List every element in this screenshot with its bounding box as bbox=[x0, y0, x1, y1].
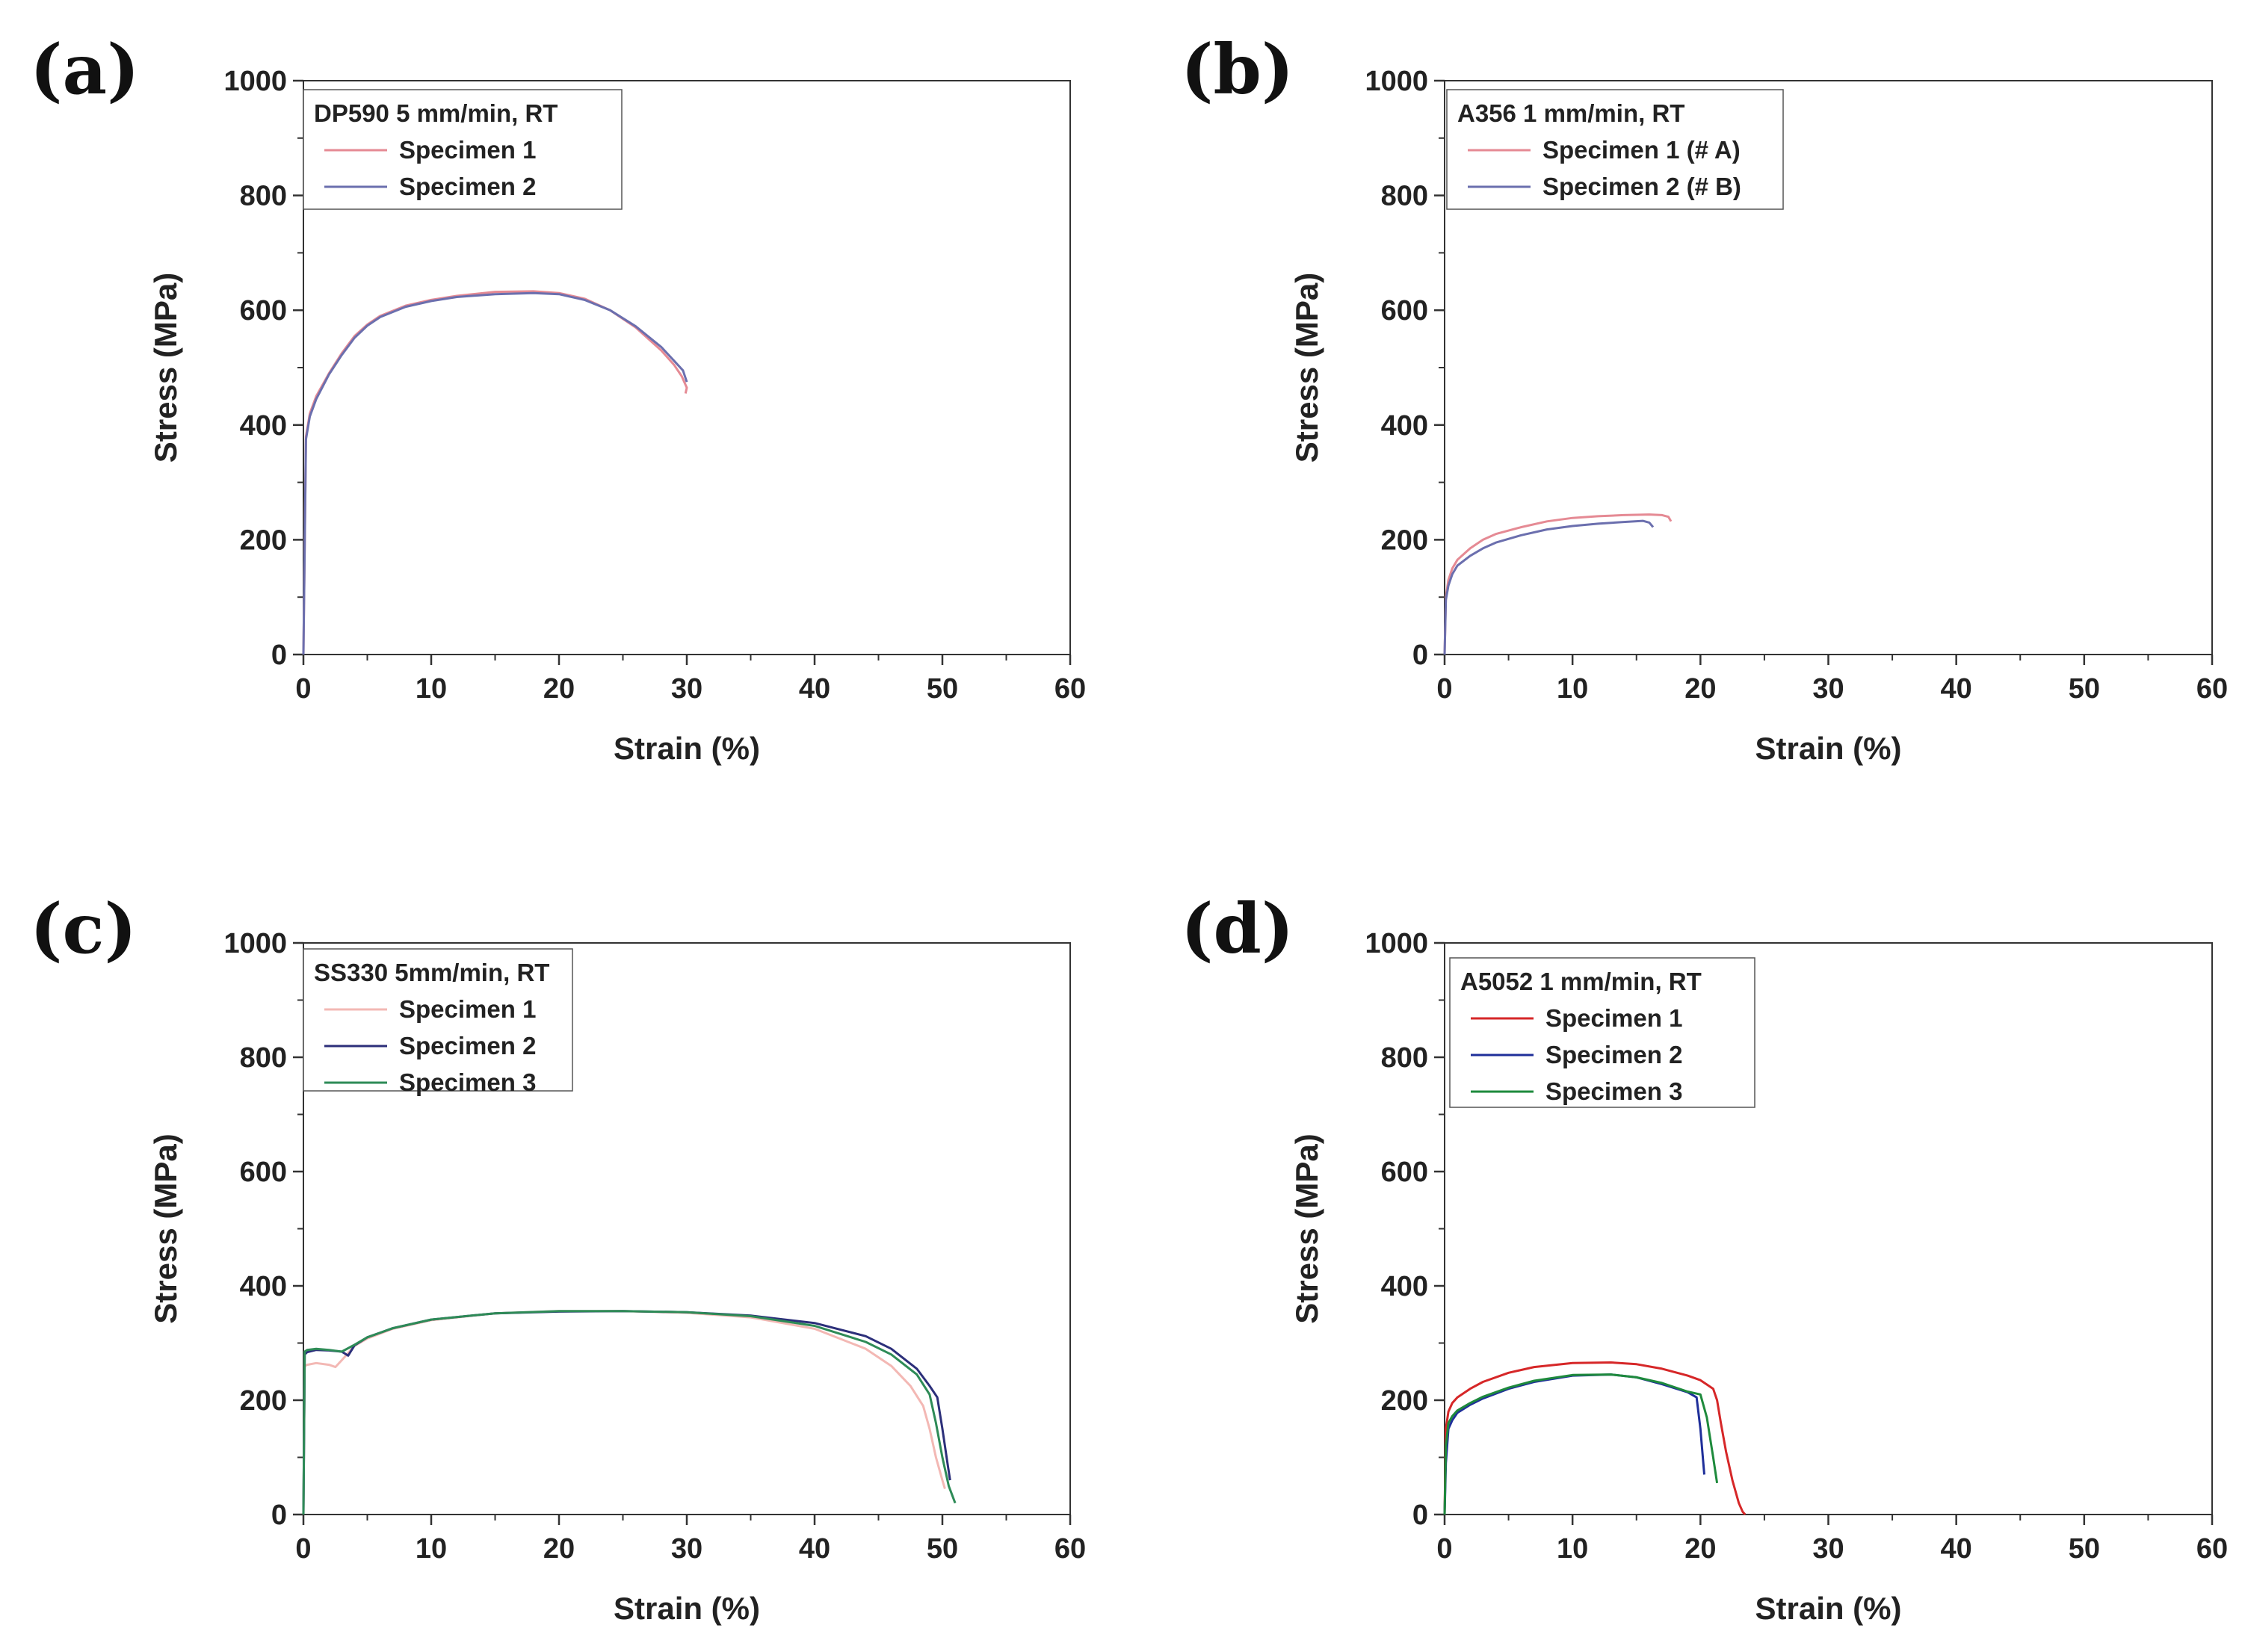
x-tick-label: 60 bbox=[2196, 673, 2228, 705]
y-tick-label: 600 bbox=[1381, 1157, 1428, 1188]
legend-entry-specimen-3: Specimen 3 bbox=[399, 1068, 536, 1096]
chart-panel-a: (a) 0 200 400 600 800 1000 0 10 20 30 40 50 60 Strain … bbox=[30, 29, 1086, 766]
x-tick-label: 10 bbox=[1557, 1533, 1588, 1565]
x-tick-label: 20 bbox=[1684, 1533, 1716, 1565]
x-tick-label: 0 bbox=[1436, 1533, 1452, 1565]
legend-entry-specimen-2: Specimen 2 bbox=[1545, 1041, 1682, 1068]
y-tick-label: 1000 bbox=[1365, 928, 1428, 959]
x-axis-title: Strain (%) bbox=[1755, 731, 1901, 766]
y-tick-label: 200 bbox=[240, 1385, 287, 1417]
y-tick-label: 600 bbox=[240, 295, 287, 327]
x-tick-label: 40 bbox=[1941, 1533, 1972, 1565]
y-tick-label: 400 bbox=[1381, 410, 1428, 442]
legend-entry-specimen-1: Specimen 1 bbox=[1545, 1004, 1682, 1032]
y-tick-label: 200 bbox=[240, 525, 287, 556]
panel-label: (c) bbox=[30, 888, 137, 969]
x-tick-label: 50 bbox=[2069, 673, 2100, 705]
chart-panel-b: (b) 0 200 400 600 800 1000 0 10 20 30 40 50 60 Strain … bbox=[1181, 29, 2228, 766]
y-axis-title: Stress (MPa) bbox=[148, 1133, 183, 1323]
x-tick-label: 60 bbox=[2196, 1533, 2228, 1565]
x-tick-label: 20 bbox=[543, 673, 575, 705]
y-tick-label: 800 bbox=[1381, 1042, 1428, 1074]
legend-entry-specimen-3: Specimen 3 bbox=[1545, 1077, 1682, 1105]
series-line-specimen-3 bbox=[302, 1310, 957, 1515]
legend-title: DP590 5 mm/min, RT bbox=[314, 99, 558, 127]
panel-label: (d) bbox=[1181, 888, 1294, 969]
x-tick-label: 30 bbox=[671, 1533, 702, 1565]
x-tick-label: 30 bbox=[1812, 1533, 1844, 1565]
y-tick-label: 200 bbox=[1381, 1385, 1428, 1417]
x-tick-label: 50 bbox=[927, 1533, 958, 1565]
y-tick-label: 0 bbox=[1412, 1500, 1428, 1531]
x-tick-label: 40 bbox=[799, 1533, 830, 1565]
y-tick-label: 0 bbox=[1412, 640, 1428, 671]
x-tick-label: 50 bbox=[2069, 1533, 2100, 1565]
y-tick-label: 0 bbox=[271, 1500, 287, 1531]
series-line-specimen-1 bbox=[1443, 1361, 1747, 1516]
legend-title: A5052 1 mm/min, RT bbox=[1460, 968, 1702, 995]
x-tick-label: 50 bbox=[927, 673, 958, 705]
y-tick-label: 1000 bbox=[223, 66, 287, 97]
panel-label: (b) bbox=[1181, 29, 1294, 110]
legend-entry-specimen-1: Specimen 1 bbox=[399, 995, 536, 1023]
legend-title: A356 1 mm/min, RT bbox=[1457, 99, 1684, 127]
x-tick-label: 40 bbox=[1941, 673, 1972, 705]
x-tick-label: 30 bbox=[1812, 673, 1844, 705]
x-axis-title: Strain (%) bbox=[614, 731, 760, 766]
y-tick-label: 400 bbox=[1381, 1271, 1428, 1302]
y-axis-title: Stress (MPa) bbox=[1289, 273, 1324, 463]
x-axis-title: Strain (%) bbox=[614, 1591, 760, 1626]
y-tick-label: 1000 bbox=[1365, 66, 1428, 97]
x-tick-label: 40 bbox=[799, 673, 830, 705]
series-line-specimen-1 bbox=[302, 290, 688, 655]
series-line-specimen-2 bbox=[302, 1310, 951, 1515]
chart-panel-c: (c) 0 200 400 600 800 1000 0 10 20 30 40 50 60 Strain … bbox=[30, 888, 1086, 1626]
x-tick-label: 10 bbox=[416, 1533, 447, 1565]
series-line-specimen-2 bbox=[302, 291, 688, 655]
series-line-specimen-1 bbox=[302, 1310, 946, 1515]
x-tick-label: 10 bbox=[416, 673, 447, 705]
x-tick-label: 20 bbox=[1684, 673, 1716, 705]
y-tick-label: 800 bbox=[240, 1042, 287, 1074]
panel-label: (a) bbox=[30, 29, 140, 110]
chart-panel-d: (d) 0 200 400 600 800 1000 0 10 20 30 40 50 60 Strain … bbox=[1181, 888, 2228, 1626]
legend-entry-specimen-2: Specimen 2 (# B) bbox=[1542, 173, 1741, 200]
x-tick-label: 20 bbox=[543, 1533, 575, 1565]
legend-entry-specimen-2: Specimen 2 bbox=[399, 1032, 536, 1059]
y-tick-label: 600 bbox=[1381, 295, 1428, 327]
legend-box bbox=[1449, 957, 1755, 1108]
legend-entry-specimen-2: Specimen 2 bbox=[399, 173, 536, 200]
y-tick-label: 800 bbox=[1381, 181, 1428, 212]
legend-title: SS330 5mm/min, RT bbox=[314, 959, 549, 986]
x-tick-label: 0 bbox=[295, 673, 311, 705]
y-axis-title: Stress (MPa) bbox=[148, 273, 183, 463]
series-line-specimen-2 bbox=[1443, 519, 1655, 655]
x-tick-label: 60 bbox=[1054, 1533, 1086, 1565]
x-tick-label: 10 bbox=[1557, 673, 1588, 705]
series-line-specimen-3 bbox=[1443, 1373, 1719, 1515]
y-tick-label: 800 bbox=[240, 181, 287, 212]
x-tick-label: 60 bbox=[1054, 673, 1086, 705]
y-tick-label: 400 bbox=[240, 1271, 287, 1302]
x-tick-label: 0 bbox=[295, 1533, 311, 1565]
y-tick-label: 400 bbox=[240, 410, 287, 442]
y-axis-title: Stress (MPa) bbox=[1289, 1133, 1324, 1323]
y-tick-label: 0 bbox=[271, 640, 287, 671]
x-tick-label: 30 bbox=[671, 673, 702, 705]
x-axis-title: Strain (%) bbox=[1755, 1591, 1901, 1626]
series-line-specimen-1 bbox=[1443, 513, 1673, 655]
y-tick-label: 600 bbox=[240, 1157, 287, 1188]
legend-entry-specimen-1: Specimen 1 (# A) bbox=[1542, 136, 1741, 164]
x-tick-label: 0 bbox=[1436, 673, 1452, 705]
legend-entry-specimen-1: Specimen 1 bbox=[399, 136, 536, 164]
y-tick-label: 200 bbox=[1381, 525, 1428, 556]
legend-box bbox=[303, 948, 573, 1092]
y-tick-label: 1000 bbox=[223, 928, 287, 959]
